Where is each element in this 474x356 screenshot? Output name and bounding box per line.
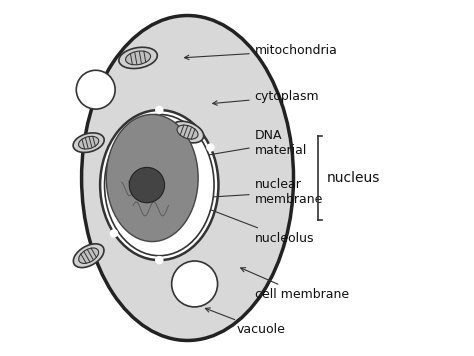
Circle shape xyxy=(129,167,164,203)
Ellipse shape xyxy=(119,47,157,69)
Ellipse shape xyxy=(73,133,104,152)
Text: cytoplasm: cytoplasm xyxy=(213,90,319,105)
Ellipse shape xyxy=(172,121,204,143)
Circle shape xyxy=(172,261,218,307)
Text: vacuole: vacuole xyxy=(205,308,286,336)
Ellipse shape xyxy=(73,244,104,268)
Circle shape xyxy=(206,143,215,152)
Text: nuclear
membrane: nuclear membrane xyxy=(181,178,323,206)
Circle shape xyxy=(155,256,164,265)
Ellipse shape xyxy=(105,114,214,256)
Text: nucleus: nucleus xyxy=(327,171,381,185)
Ellipse shape xyxy=(126,51,151,65)
Ellipse shape xyxy=(106,114,198,242)
Circle shape xyxy=(76,70,115,109)
Text: mitochondria: mitochondria xyxy=(184,44,337,59)
Ellipse shape xyxy=(79,136,99,149)
Circle shape xyxy=(155,106,164,114)
Ellipse shape xyxy=(177,125,198,139)
Text: cell membrane: cell membrane xyxy=(241,268,349,301)
Ellipse shape xyxy=(100,110,219,260)
Circle shape xyxy=(109,229,118,237)
Ellipse shape xyxy=(82,16,293,340)
Text: nucleolus: nucleolus xyxy=(168,193,314,245)
Text: DNA
material: DNA material xyxy=(160,129,307,164)
Ellipse shape xyxy=(79,248,99,263)
